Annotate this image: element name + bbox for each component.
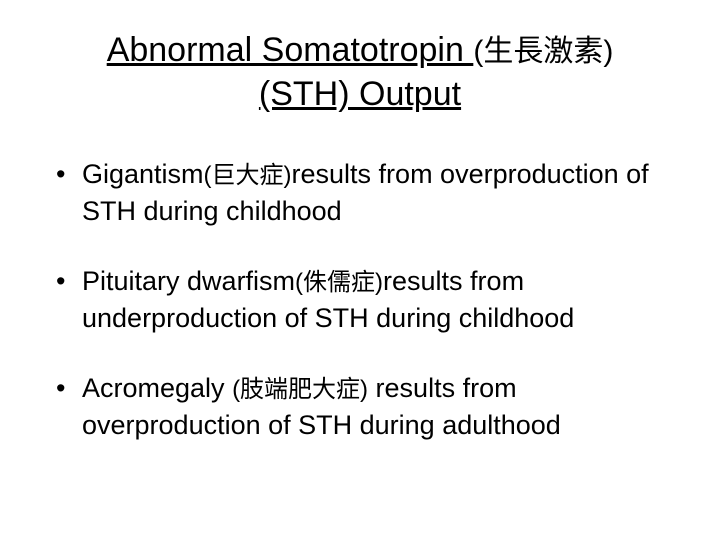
slide-title: Abnormal Somatotropin (生長激素) (STH) Outpu… — [50, 28, 670, 116]
bullet-cjk: (巨大症) — [204, 162, 292, 189]
title-line1-main: Abnormal Somatotropin — [107, 31, 474, 69]
bullet-term: Acromegaly — [82, 373, 232, 403]
list-item: Pituitary dwarfism(侏儒症)results from unde… — [50, 263, 670, 336]
slide: Abnormal Somatotropin (生長激素) (STH) Outpu… — [0, 0, 720, 540]
bullet-list: Gigantism(巨大症)results from overproductio… — [50, 156, 670, 443]
title-line1-cjk: (生長激素) — [473, 35, 613, 68]
list-item: Gigantism(巨大症)results from overproductio… — [50, 156, 670, 229]
bullet-term: Pituitary dwarfism — [82, 266, 295, 296]
bullet-cjk: (肢端肥大症) — [232, 376, 368, 403]
title-line2: (STH) Output — [259, 75, 461, 113]
list-item: Acromegaly (肢端肥大症) results from overprod… — [50, 370, 670, 443]
bullet-term: Gigantism — [82, 159, 204, 189]
bullet-cjk: (侏儒症) — [295, 269, 383, 296]
